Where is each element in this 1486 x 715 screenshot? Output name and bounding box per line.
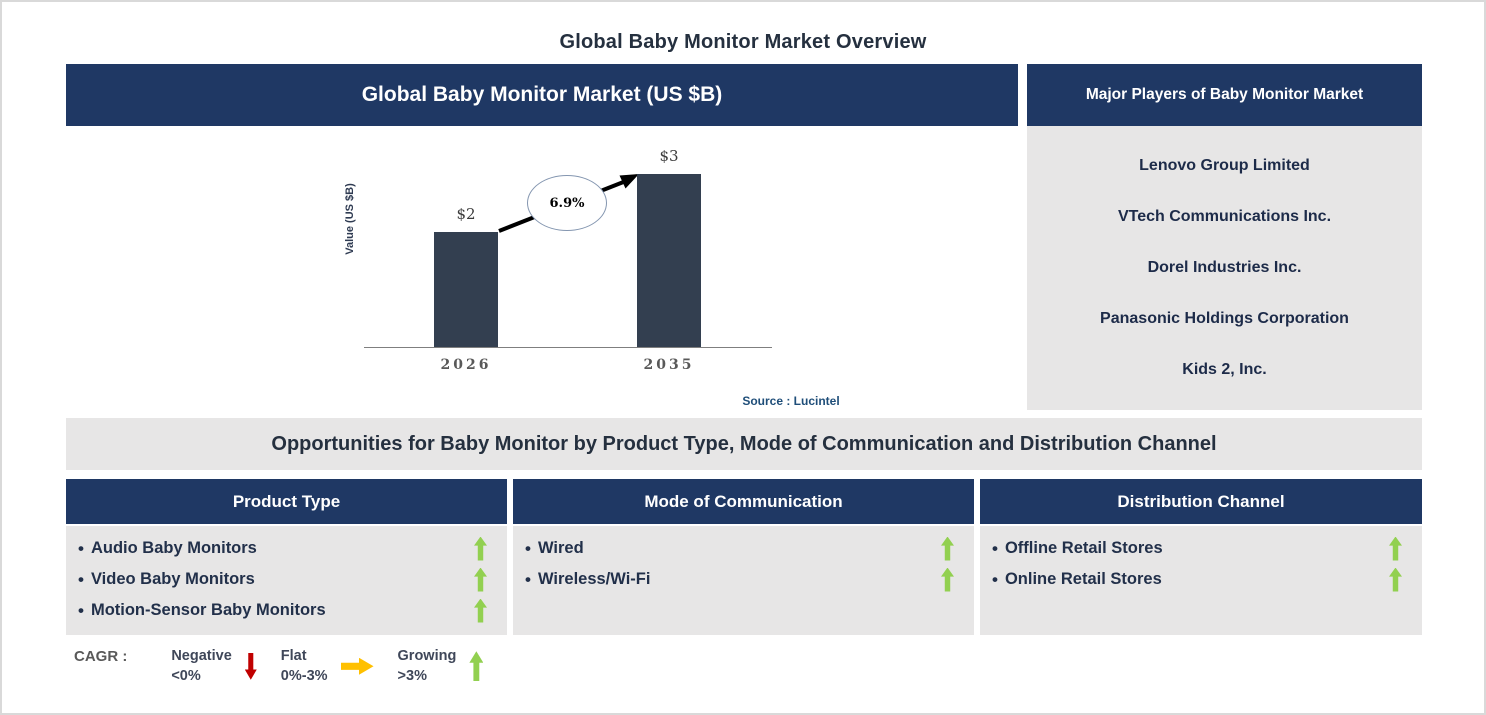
- opportunity-item: • Audio Baby Monitors: [78, 533, 507, 564]
- chart-panel-header: Global Baby Monitor Market (US $B): [66, 64, 1018, 126]
- opportunity-columns: Product Type • Audio Baby Monitors • Video B…: [66, 479, 1422, 635]
- opportunity-item-label: Online Retail Stores: [1004, 570, 1162, 588]
- legend-entry-name: Growing: [397, 648, 457, 664]
- page-title: Global Baby Monitor Market Overview: [559, 31, 927, 53]
- x-tick-label: 2035: [643, 357, 695, 373]
- bullet-icon: •: [525, 569, 531, 589]
- legend-entry-name: Negative: [171, 648, 232, 664]
- legend-entry-range: >3%: [397, 668, 427, 685]
- opportunity-item-label: Audio Baby Monitors: [90, 539, 257, 557]
- opportunity-item-label: Offline Retail Stores: [1004, 539, 1163, 557]
- bar-value-label: $3: [659, 147, 679, 165]
- opportunity-item: • Video Baby Monitors: [78, 564, 507, 595]
- opportunity-item: • Online Retail Stores: [992, 564, 1422, 595]
- cagr-legend-label: CAGR :: [74, 648, 128, 665]
- legend-entry-name: Flat: [280, 648, 307, 664]
- legend-entry-growing: Growing >3%: [398, 646, 484, 687]
- legend-entry-range: 0%-3%: [280, 668, 328, 685]
- opportunity-item-label: Video Baby Monitors: [90, 570, 255, 588]
- trend-up-arrow-icon: [941, 536, 954, 561]
- bullet-icon: •: [78, 538, 84, 558]
- trend-up-arrow-icon: [474, 567, 487, 592]
- bullet-icon: •: [78, 600, 84, 620]
- growth-arrow: [498, 174, 639, 233]
- bar-value-label: $2: [456, 205, 476, 223]
- trend-down-arrow-icon: [244, 652, 257, 680]
- opportunity-item: • Motion-Sensor Baby Monitors: [78, 595, 507, 626]
- opportunity-column-header: Mode of Communication: [513, 479, 974, 524]
- trend-right-arrow-icon: [340, 657, 374, 675]
- x-tick-label: 2026: [440, 357, 492, 373]
- opportunity-column: Mode of Communication • Wired • Wireless/Wi-…: [513, 479, 974, 635]
- x-axis-line: [364, 347, 772, 348]
- opportunity-column-header: Product Type: [66, 479, 507, 524]
- trend-up-arrow-icon: [469, 651, 484, 682]
- bar-chart: Value (US $B) $2 2026 $3 2035 6.9% Source :…: [66, 126, 1018, 412]
- opportunity-column-body: • Audio Baby Monitors • Video Baby Monitors…: [66, 526, 507, 635]
- player-name: Panasonic Holdings Corporation: [1100, 310, 1349, 328]
- legend-entry-flat: Flat 0%-3%: [281, 646, 374, 687]
- opportunity-item: • Wired: [525, 533, 974, 564]
- legend-entry-range: <0%: [171, 668, 201, 685]
- trend-up-arrow-icon: [941, 567, 954, 592]
- opportunity-column: Distribution Channel • Offline Retail Stor…: [980, 479, 1422, 635]
- opportunity-column-header: Distribution Channel: [980, 479, 1422, 524]
- trend-up-arrow-icon: [474, 536, 487, 561]
- opportunity-item-label: Wired: [537, 539, 584, 557]
- opportunity-item-label: Motion-Sensor Baby Monitors: [90, 601, 326, 619]
- bar-2026: [434, 232, 498, 347]
- trend-up-arrow-icon: [1389, 536, 1402, 561]
- cagr-legend: CAGR : Negative <0% Flat 0%-3% Growing >3%: [74, 646, 507, 687]
- legend-entry-text: Growing >3%: [398, 646, 457, 687]
- player-name: Lenovo Group Limited: [1139, 156, 1310, 174]
- major-players-panel: Lenovo Group Limited VTech Communications…: [1027, 126, 1422, 410]
- player-name: VTech Communications Inc.: [1117, 207, 1332, 225]
- major-players-header: Major Players of Baby Monitor Market: [1027, 64, 1422, 126]
- opportunities-banner: Opportunities for Baby Monitor by Produc…: [66, 418, 1422, 470]
- cagr-value: 6.9%: [549, 195, 585, 211]
- bullet-icon: •: [992, 569, 998, 589]
- legend-entry-negative: Negative <0%: [171, 646, 257, 687]
- legend-entry-text: Flat 0%-3%: [281, 646, 328, 687]
- bullet-icon: •: [992, 538, 998, 558]
- legend-entry-text: Negative <0%: [171, 646, 231, 687]
- opportunity-item: • Offline Retail Stores: [992, 533, 1422, 564]
- bullet-icon: •: [78, 569, 84, 589]
- cagr-ellipse: 6.9%: [527, 175, 607, 231]
- trend-up-arrow-icon: [1389, 567, 1402, 592]
- player-name: Kids 2, Inc.: [1182, 361, 1267, 379]
- bar-2035: [637, 174, 701, 347]
- trend-up-arrow-icon: [474, 598, 487, 623]
- opportunity-column-body: • Offline Retail Stores • Online Retail Sto…: [980, 526, 1422, 635]
- opportunity-item-label: Wireless/Wi-Fi: [537, 570, 651, 588]
- source-label: Source : Lucintel: [742, 394, 840, 408]
- opportunity-column-body: • Wired • Wireless/Wi-Fi: [513, 526, 974, 635]
- bullet-icon: •: [525, 538, 531, 558]
- player-name: Dorel Industries Inc.: [1147, 258, 1302, 276]
- opportunity-item: • Wireless/Wi-Fi: [525, 564, 974, 595]
- opportunity-column: Product Type • Audio Baby Monitors • Video B…: [66, 479, 507, 635]
